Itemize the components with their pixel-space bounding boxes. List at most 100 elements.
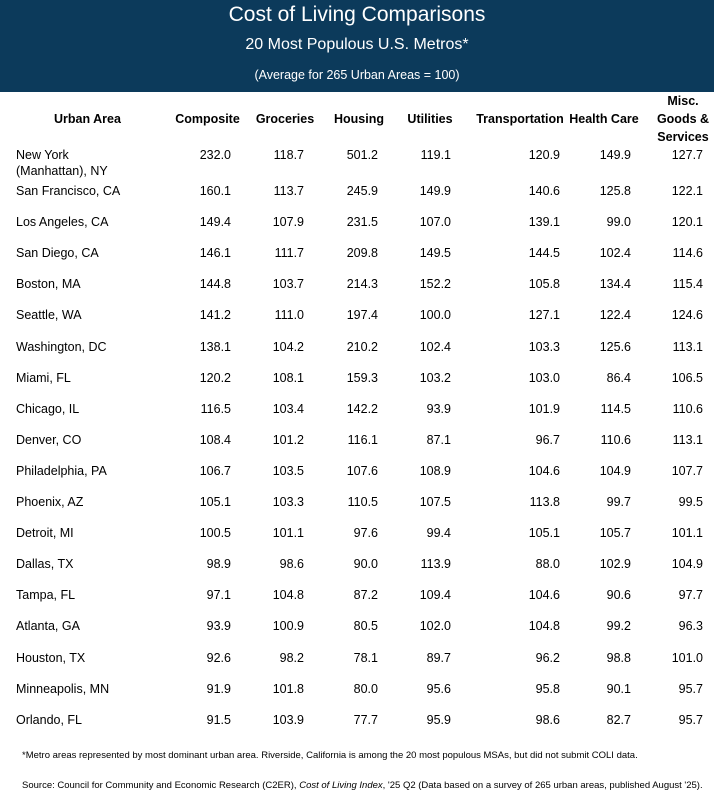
index-value: 101.1: [272, 526, 304, 541]
index-value: 210.2: [346, 339, 378, 354]
index-value: 95.7: [678, 681, 703, 696]
index-value: 106.5: [671, 370, 703, 385]
index-value: 134.4: [599, 277, 631, 292]
index-value: 103.4: [272, 401, 304, 416]
index-value: 149.5: [419, 246, 451, 261]
index-value: 113.7: [273, 184, 304, 198]
index-value: 127.7: [671, 148, 703, 162]
index-value: 149.9: [599, 148, 631, 162]
urban-area: Seattle, WA: [16, 308, 82, 323]
index-value: 144.8: [199, 277, 231, 292]
column-header: Transportation: [476, 112, 564, 126]
urban-area: Orlando, FL: [16, 712, 83, 727]
index-value: 95.6: [426, 681, 451, 696]
index-value: 120.2: [199, 370, 231, 385]
index-value: 80.0: [353, 681, 378, 696]
index-value: 101.1: [671, 526, 703, 541]
urban-area: Phoenix, AZ: [16, 495, 84, 509]
subtitle: 20 Most Populous U.S. Metros*: [245, 36, 469, 53]
index-value: 107.0: [419, 215, 451, 230]
index-value: 77.7: [353, 712, 378, 727]
index-value: 102.0: [419, 619, 451, 634]
index-value: 90.6: [606, 588, 631, 603]
index-value: 501.2: [346, 148, 378, 162]
urban-area: New York (Manhattan), NY: [16, 148, 108, 178]
index-value: 102.4: [599, 246, 631, 261]
index-value: 103.3: [272, 495, 304, 509]
index-value: 114.5: [600, 401, 631, 416]
index-value: 88.0: [535, 557, 560, 572]
index-value: 101.8: [272, 681, 304, 696]
index-value: 89.7: [426, 650, 451, 665]
index-value: 96.2: [535, 650, 560, 665]
index-value: 103.9: [272, 712, 304, 727]
title: Cost of Living Comparisons: [228, 3, 486, 26]
column-header: Utilities: [407, 112, 453, 126]
index-value: 119.1: [420, 148, 451, 162]
index-value: 214.3: [346, 277, 378, 292]
column-header: Misc. Goods & Services: [656, 94, 710, 144]
index-value: 78.1: [353, 650, 378, 665]
index-value: 125.8: [599, 184, 631, 198]
index-value: 100.9: [272, 619, 304, 634]
index-value: 99.5: [678, 495, 703, 509]
index-value: 116.5: [200, 401, 231, 416]
index-value: 101.0: [671, 650, 703, 665]
index-value: 82.7: [606, 712, 631, 727]
urban-area: San Diego, CA: [16, 246, 99, 261]
index-value: 97.6: [353, 526, 378, 541]
index-value: 80.5: [353, 619, 378, 634]
urban-area: Minneapolis, MN: [16, 681, 110, 696]
index-value: 108.4: [199, 432, 231, 447]
source-title: Cost of Living Index: [299, 780, 383, 791]
index-value: 197.4: [346, 308, 378, 323]
index-value: 105.7: [599, 526, 631, 541]
index-value: 104.6: [528, 463, 560, 478]
urban-area: Denver, CO: [16, 432, 82, 447]
index-value: 103.2: [419, 370, 451, 385]
index-value: 104.6: [528, 588, 560, 603]
index-value: 140.6: [528, 184, 560, 198]
index-value: 103.7: [272, 277, 304, 292]
index-value: 113.8: [529, 495, 560, 509]
index-value: 98.2: [279, 650, 304, 665]
index-value: 113.9: [420, 557, 451, 572]
urban-area: Washington, DC: [16, 339, 107, 354]
index-value: 152.2: [419, 277, 451, 292]
index-value: 98.9: [206, 557, 231, 572]
urban-area: Dallas, TX: [16, 557, 74, 572]
urban-area: San Francisco, CA: [16, 184, 121, 198]
index-value: 141.2: [199, 308, 231, 323]
index-value: 149.4: [199, 215, 231, 230]
index-value: 100.5: [199, 526, 231, 541]
index-value: 96.7: [535, 432, 560, 447]
index-value: 108.1: [272, 370, 304, 385]
index-value: 90.1: [606, 681, 631, 696]
index-value: 113.1: [672, 432, 703, 447]
column-header: Health Care: [569, 112, 639, 126]
index-value: 110.6: [600, 432, 631, 447]
index-value: 91.5: [206, 712, 231, 727]
index-value: 95.8: [535, 681, 560, 696]
index-value: 98.6: [279, 557, 304, 572]
index-value: 115.4: [672, 277, 703, 292]
index-value: 105.1: [199, 495, 231, 509]
index-value: 87.2: [353, 588, 378, 603]
index-value: 105.8: [528, 277, 560, 292]
index-value: 139.1: [528, 215, 560, 230]
footnote: *Metro areas represented by most dominan…: [22, 750, 638, 761]
index-value: 109.4: [419, 588, 451, 603]
index-value: 99.0: [606, 215, 631, 230]
urban-area: Chicago, IL: [16, 401, 80, 416]
index-value: 102.9: [599, 557, 631, 572]
urban-area: Philadelphia, PA: [16, 463, 107, 478]
index-value: 101.2: [272, 432, 304, 447]
index-value: 110.6: [672, 401, 703, 416]
index-value: 127.1: [528, 308, 560, 323]
index-value: 113.1: [672, 339, 703, 354]
index-value: 149.9: [419, 184, 451, 198]
index-value: 105.1: [528, 526, 560, 541]
column-header: Urban Area: [54, 112, 121, 126]
index-value: 122.4: [599, 308, 631, 323]
